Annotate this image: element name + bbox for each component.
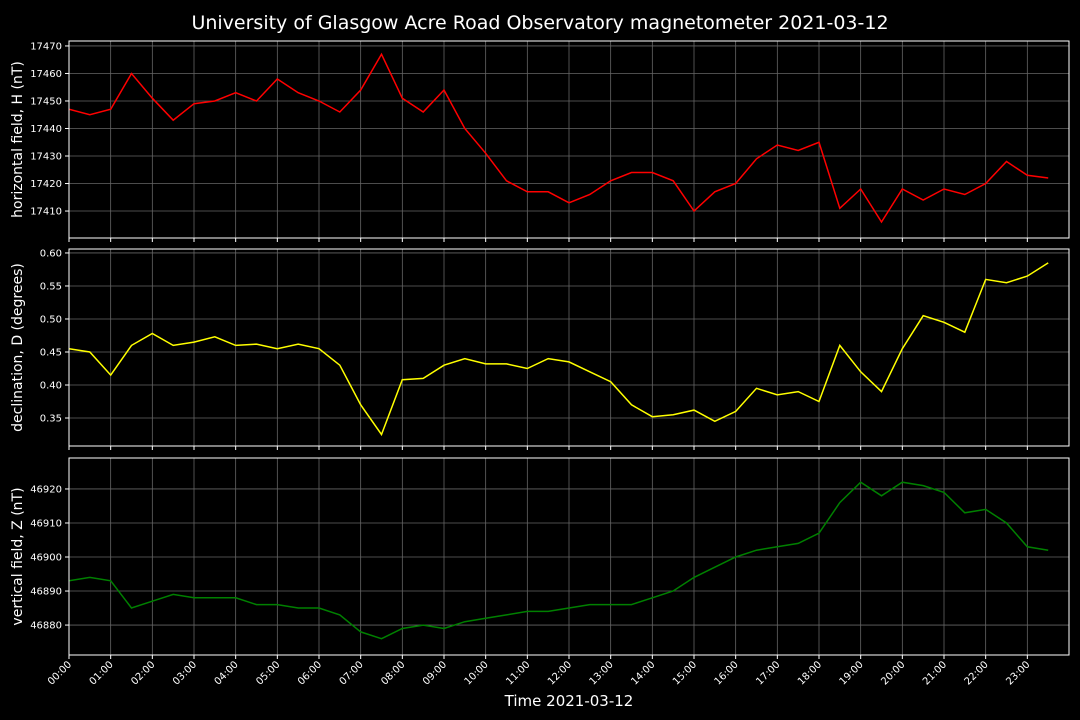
y-tick-label: 0.35 bbox=[40, 414, 62, 425]
y-tick-label: 0.40 bbox=[40, 380, 62, 391]
y-tick-label: 46890 bbox=[30, 587, 62, 598]
data-line bbox=[69, 52, 1049, 224]
y-tick-label: 17430 bbox=[30, 152, 62, 163]
axes-frame bbox=[68, 248, 1070, 447]
y-tick-label: 0.45 bbox=[40, 347, 62, 358]
y-tick-label: 0.50 bbox=[40, 314, 62, 325]
y-tick-label: 17470 bbox=[30, 41, 62, 52]
y-tick-label: 17450 bbox=[30, 96, 62, 107]
plot-area bbox=[69, 52, 1049, 224]
data-line bbox=[69, 481, 1049, 640]
y-tick-label: 17420 bbox=[30, 179, 62, 190]
axes-frame bbox=[68, 457, 1070, 656]
x-axis-label: Time 2021-03-12 bbox=[504, 692, 634, 710]
chart-title: University of Glasgow Acre Road Observat… bbox=[191, 12, 888, 34]
y-tick-label: 46910 bbox=[30, 518, 62, 529]
plot-area bbox=[69, 481, 1049, 640]
y-tick-label: 0.60 bbox=[40, 248, 62, 259]
axes-frame bbox=[68, 40, 1070, 239]
y-axis-label: declination, D (degrees) bbox=[10, 263, 26, 432]
y-tick-label: 17460 bbox=[30, 69, 62, 80]
y-tick-label: 46920 bbox=[30, 484, 62, 495]
y-axis-label: vertical field, Z (nT) bbox=[10, 487, 26, 625]
y-tick-label: 17410 bbox=[30, 207, 62, 218]
y-axis-label: horizontal field, H (nT) bbox=[10, 61, 26, 218]
plot-area bbox=[69, 262, 1049, 437]
y-tick-label: 46900 bbox=[30, 553, 62, 564]
y-tick-label: 17440 bbox=[30, 124, 62, 135]
y-tick-label: 0.55 bbox=[40, 281, 62, 292]
y-tick-label: 46880 bbox=[30, 621, 62, 632]
data-line bbox=[69, 262, 1049, 437]
